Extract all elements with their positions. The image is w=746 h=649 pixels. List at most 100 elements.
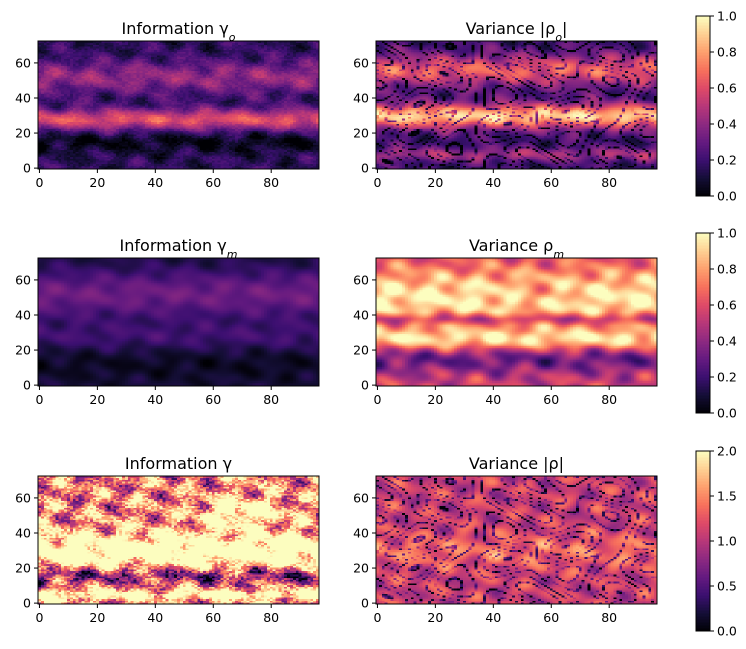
y-tick-label: 60 — [353, 490, 369, 505]
y-tick-label: 20 — [15, 561, 31, 576]
y-tick-label: 40 — [15, 307, 31, 322]
heatmap-cells — [376, 41, 658, 170]
axes-frame — [37, 40, 320, 170]
colorbar-tick-label: 0.6 — [717, 298, 737, 313]
axes-frame — [375, 40, 658, 170]
x-tick-label: 60 — [205, 392, 221, 407]
y-tick-label: 20 — [15, 343, 31, 358]
colorbar-tick-label: 2.0 — [717, 444, 737, 459]
panel-title-text: Variance |ρ — [466, 19, 556, 38]
panel-title-subscript: o — [229, 31, 236, 44]
y-tick-label: 60 — [353, 55, 369, 70]
y-tick-label: 60 — [15, 55, 31, 70]
colorbar-tick-label: 0.5 — [717, 579, 737, 594]
x-tick-label: 0 — [373, 392, 381, 407]
y-tick-label: 20 — [353, 561, 369, 576]
colorbar-frame — [695, 232, 711, 414]
x-tick-label: 40 — [147, 392, 163, 407]
heatmap-cells — [38, 258, 320, 387]
colorbar-tick-label: 1.5 — [717, 489, 737, 504]
y-tick-label: 60 — [15, 490, 31, 505]
heatmap-cells — [38, 476, 320, 605]
x-tick-label: 80 — [263, 392, 279, 407]
heatmap-cells — [376, 476, 658, 605]
colorbar-3: 0.0 0.5 1.0 1.5 2.0 — [695, 444, 737, 639]
panel-title: Information γm — [120, 236, 238, 261]
panel-title: Variance |ρ| — [469, 454, 564, 473]
x-tick-label: 80 — [601, 175, 617, 190]
panel-title: Variance |ρo| — [466, 19, 568, 44]
colorbar-2: 0.0 0.2 0.4 0.6 0.8 1.0 — [695, 226, 737, 421]
y-tick-label: 40 — [353, 525, 369, 540]
x-tick-label: 40 — [147, 610, 163, 625]
x-tick-label: 80 — [263, 175, 279, 190]
x-tick-label: 0 — [35, 392, 43, 407]
y-tick-label: 0 — [23, 161, 31, 176]
axes-frame — [375, 257, 658, 387]
panel-title: Information γo — [122, 19, 236, 44]
x-tick-label: 0 — [35, 175, 43, 190]
colorbar-1: 0.0 0.2 0.4 0.6 0.8 1.0 — [695, 9, 737, 204]
y-tick-label: 40 — [15, 525, 31, 540]
y-tick-label: 60 — [15, 272, 31, 287]
colorbar-tick-label: 0.6 — [717, 81, 737, 96]
y-tick-label: 0 — [361, 378, 369, 393]
x-tick-label: 40 — [147, 175, 163, 190]
y-tick-label: 20 — [353, 126, 369, 141]
axes-frame — [37, 475, 320, 605]
x-tick-label: 60 — [543, 392, 559, 407]
x-tick-label: 40 — [485, 392, 501, 407]
panel-title-subscript: o — [555, 31, 562, 44]
x-tick-label: 20 — [89, 610, 105, 625]
y-tick-label: 60 — [353, 272, 369, 287]
y-tick-label: 40 — [353, 307, 369, 322]
heatmap-cells — [38, 41, 320, 170]
x-tick-label: 80 — [601, 610, 617, 625]
colorbar-tick-label: 1.0 — [717, 9, 737, 24]
panel-title-subscript: m — [227, 248, 238, 261]
colorbar-tick-label: 0.4 — [717, 334, 737, 349]
axes-frame — [37, 257, 320, 387]
x-tick-label: 20 — [427, 610, 443, 625]
colorbar-tick-label: 0.0 — [717, 406, 737, 421]
colorbar-tick-label: 0.8 — [717, 262, 737, 277]
panel-title-text: Variance |ρ| — [469, 454, 564, 473]
x-tick-label: 60 — [543, 610, 559, 625]
x-tick-label: 0 — [373, 175, 381, 190]
panel-title-subscript: m — [553, 248, 564, 261]
panel-title-suffix: | — [562, 19, 567, 38]
colorbar-tick-label: 0.4 — [717, 117, 737, 132]
panel-title-text: Information γ — [122, 19, 229, 38]
panel-title: Variance ρm — [469, 236, 564, 261]
y-tick-label: 40 — [353, 90, 369, 105]
y-tick-label: 0 — [361, 596, 369, 611]
colorbar-tick-label: 0.0 — [717, 624, 737, 639]
panel-title: Information γ — [125, 454, 232, 473]
heatmap-panel-rho_o: Variance |ρo| 0 20 40 60 80 0 20 40 60 — [353, 19, 658, 190]
colorbar-tick-label: 0.8 — [717, 45, 737, 60]
x-tick-label: 20 — [89, 392, 105, 407]
x-tick-label: 60 — [205, 175, 221, 190]
colorbar-tick-label: 0.2 — [717, 370, 737, 385]
y-tick-label: 0 — [361, 161, 369, 176]
colorbar-tick-label: 0.2 — [717, 153, 737, 168]
x-tick-label: 80 — [601, 392, 617, 407]
panel-title-text: Information γ — [125, 454, 232, 473]
heatmap-cells — [376, 258, 658, 387]
heatmap-panel-gamma_m: Information γm 0 20 40 60 80 0 20 40 60 — [15, 236, 320, 407]
colorbar-tick-label: 1.0 — [717, 534, 737, 549]
x-tick-label: 40 — [485, 175, 501, 190]
heatmap-panel-gamma_o: Information γo 0 20 40 60 80 0 20 40 60 — [15, 19, 320, 190]
x-tick-label: 40 — [485, 610, 501, 625]
x-tick-label: 20 — [427, 175, 443, 190]
x-tick-label: 20 — [427, 392, 443, 407]
x-tick-label: 60 — [205, 610, 221, 625]
y-tick-label: 20 — [353, 343, 369, 358]
y-tick-label: 20 — [15, 126, 31, 141]
x-tick-label: 0 — [35, 610, 43, 625]
y-tick-label: 40 — [15, 90, 31, 105]
x-tick-label: 80 — [263, 610, 279, 625]
y-tick-label: 0 — [23, 596, 31, 611]
y-tick-label: 0 — [23, 378, 31, 393]
